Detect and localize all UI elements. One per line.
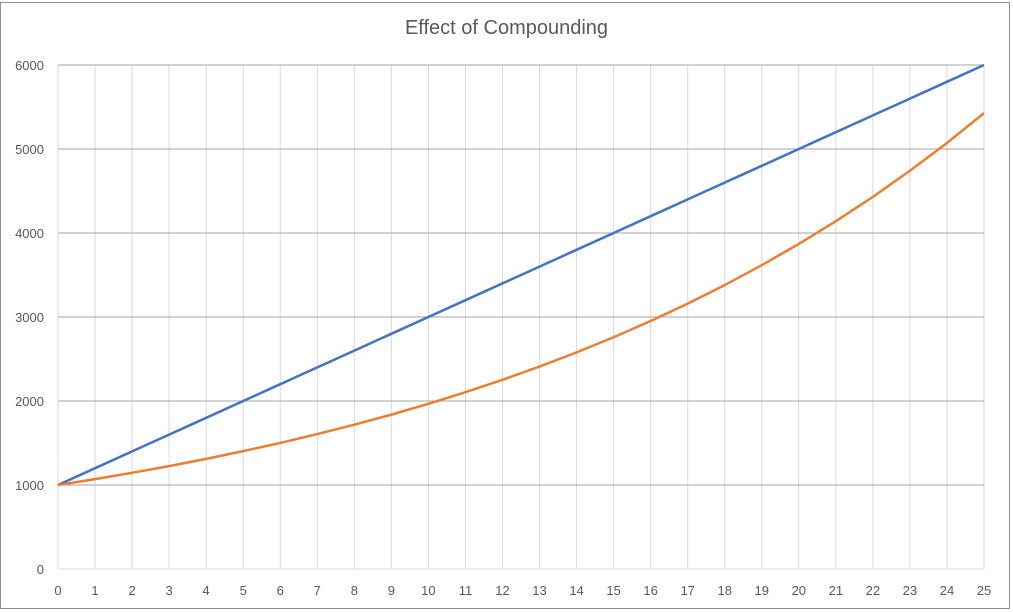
x-tick-label: 16 [643,583,657,598]
x-tick-label: 3 [166,583,173,598]
x-tick-label: 18 [717,583,731,598]
x-tick-label: 22 [866,583,880,598]
x-tick-label: 14 [569,583,583,598]
y-tick-label: 0 [37,562,44,577]
x-tick-label: 23 [903,583,917,598]
y-tick-label: 4000 [15,226,44,241]
x-tick-label: 15 [606,583,620,598]
x-tick-label: 7 [314,583,321,598]
x-tick-label: 0 [54,583,61,598]
x-tick-label: 12 [495,583,509,598]
y-tick-label: 6000 [15,58,44,73]
x-tick-label: 17 [680,583,694,598]
y-tick-label: 2000 [15,394,44,409]
x-tick-label: 13 [532,583,546,598]
series-line-simple [57,63,985,487]
x-tick-label: 2 [128,583,135,598]
y-tick-label: 1000 [15,478,44,493]
x-tick-label: 11 [459,583,473,598]
x-tick-label: 19 [755,583,769,598]
x-tick-label: 24 [940,583,954,598]
chart-title: Effect of Compounding [404,17,609,39]
x-tick-label: 4 [203,583,210,598]
x-tick-label: 25 [977,583,991,598]
x-tick-label: 20 [792,583,806,598]
x-tick-label: 5 [240,583,247,598]
y-tick-label: 3000 [15,310,44,325]
x-tick-label: 8 [351,583,358,598]
x-tick-label: 9 [388,583,395,598]
x-tick-label: 1 [91,583,98,598]
x-tick-label: 10 [421,583,435,598]
x-tick-label: 6 [277,583,284,598]
y-tick-label: 5000 [15,142,44,157]
series-line-compound [57,112,985,487]
x-tick-label: 21 [829,583,843,598]
